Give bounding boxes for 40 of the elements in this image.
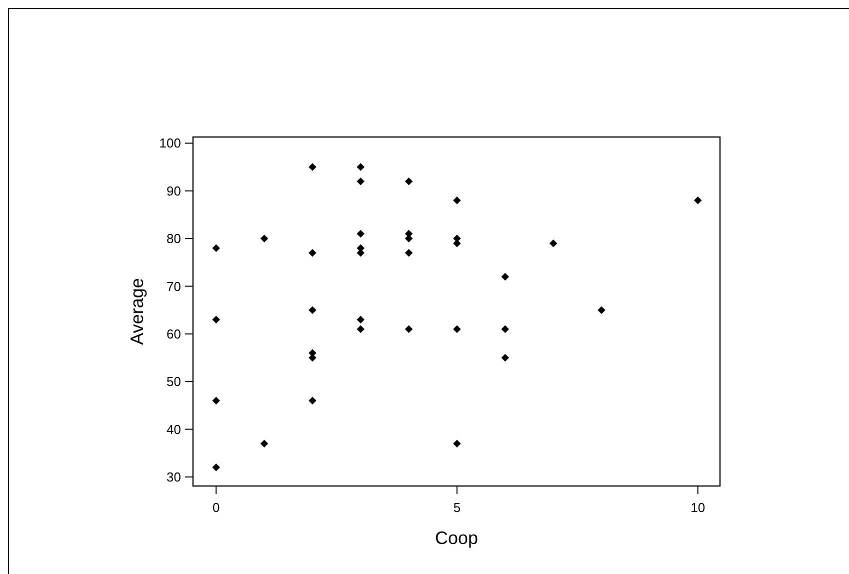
- x-tick-label: 10: [690, 500, 706, 515]
- point: [212, 244, 220, 252]
- point: [308, 396, 316, 405]
- point: [356, 316, 365, 324]
- y-tick-label: 60: [166, 326, 181, 342]
- point: [356, 163, 365, 171]
- point: [260, 234, 268, 242]
- point: [404, 177, 413, 186]
- point: [356, 177, 365, 186]
- y-tick-label: 30: [166, 469, 181, 484]
- point: [404, 248, 413, 257]
- point: [694, 196, 702, 204]
- y-tick-label: 90: [166, 183, 181, 198]
- point: [501, 354, 510, 362]
- point: [212, 316, 220, 324]
- y-tick-label: 100: [159, 136, 181, 151]
- point: [308, 163, 316, 171]
- point: [598, 306, 606, 314]
- y-tick-label: 50: [166, 374, 181, 390]
- x-tick-label: 5: [453, 500, 461, 515]
- point: [356, 325, 365, 334]
- y-axis-title: Average: [127, 278, 147, 345]
- x-axis-title: Coop: [434, 528, 478, 548]
- point: [453, 440, 461, 448]
- point: [308, 306, 316, 314]
- y-tick-label: 40: [166, 422, 181, 437]
- point: [260, 440, 268, 448]
- point: [501, 272, 510, 281]
- point: [356, 230, 365, 238]
- y-tick-label: 70: [166, 278, 181, 294]
- point: [501, 325, 510, 334]
- point: [549, 239, 558, 248]
- y-tick-label: 80: [166, 231, 181, 246]
- x-tick-label: 0: [212, 500, 220, 515]
- point: [212, 464, 220, 472]
- point: [453, 325, 461, 334]
- point: [308, 248, 316, 257]
- point: [453, 196, 461, 204]
- point: [404, 325, 413, 334]
- point: [212, 396, 220, 405]
